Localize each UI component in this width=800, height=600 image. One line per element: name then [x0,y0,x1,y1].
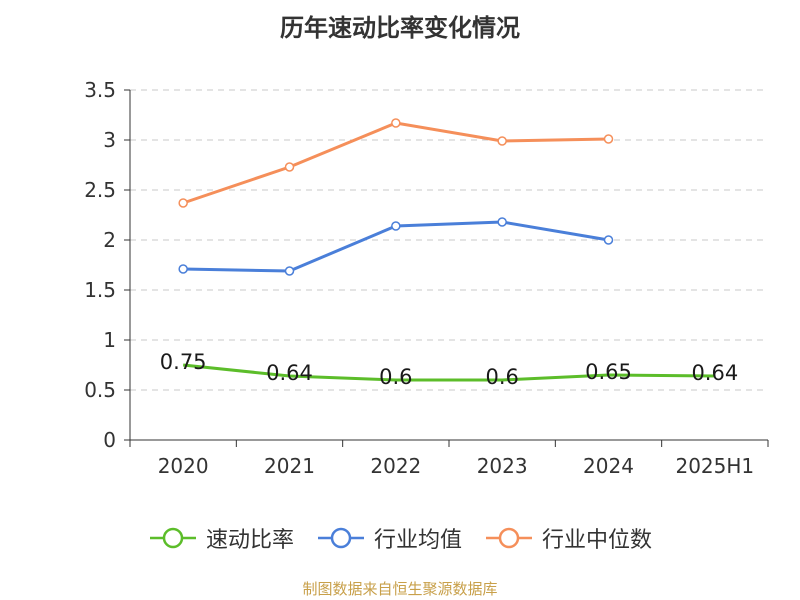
data-point [178,264,188,274]
y-tick-label: 0 [103,428,116,452]
legend-item[interactable]: 行业中位数 [484,522,652,554]
data-label: 0.6 [379,365,412,389]
y-tick-label: 1.5 [84,278,116,302]
data-point [178,198,188,208]
legend: 速动比率 行业均值 行业中位数 [0,522,800,554]
y-tick-label: 2.5 [84,178,116,202]
data-label: 0.64 [266,361,313,385]
data-point [497,217,507,227]
y-tick-label: 2 [103,228,116,252]
data-point [284,162,295,172]
data-point [603,134,614,144]
x-tick-label: 2021 [264,454,315,478]
data-label: 0.6 [485,365,518,389]
y-tick-label: 3.5 [84,78,116,102]
data-labels: 0.75 0.64 0.6 0.6 0.65 0.64 [160,350,738,389]
y-tick-label: 3 [103,128,116,152]
legend-label: 行业中位数 [542,528,653,553]
legend-marker-icon [149,527,196,549]
legend-label: 速动比率 [205,528,294,553]
legend-item[interactable]: 行业均值 [316,522,462,554]
x-tick-label: 2024 [583,454,634,478]
x-tick-label: 2020 [158,454,209,478]
data-point [391,118,401,128]
data-point [391,221,401,231]
legend-label: 行业均值 [373,528,462,553]
legend-marker-icon [317,527,364,549]
series-lines [178,118,715,382]
data-point [603,235,614,245]
data-label: 0.64 [691,361,738,385]
data-label: 0.75 [160,350,207,374]
series-line-3 [182,121,609,205]
x-tick-label: 2023 [477,454,528,478]
data-point [497,136,507,146]
legend-marker-icon [486,527,532,549]
y-tick-label: 0.5 [84,378,116,402]
x-tick-label: 2025H1 [675,454,754,478]
data-point [284,266,295,276]
series-line-1 [183,363,715,382]
axes: 0 0.5 1 1.5 2 2.5 3 3.5 2020 2021 2022 2023 2024 2025… [84,78,769,478]
data-label: 0.65 [585,360,632,384]
legend-item[interactable]: 速动比率 [148,522,294,554]
chart-title: 历年速动比率变化情况 [280,14,520,42]
source-note: 制图数据来自恒生聚源数据库 [302,580,498,598]
y-tick-label: 1 [103,328,116,352]
grid-lines [130,89,768,391]
x-tick-label: 2022 [370,454,421,478]
